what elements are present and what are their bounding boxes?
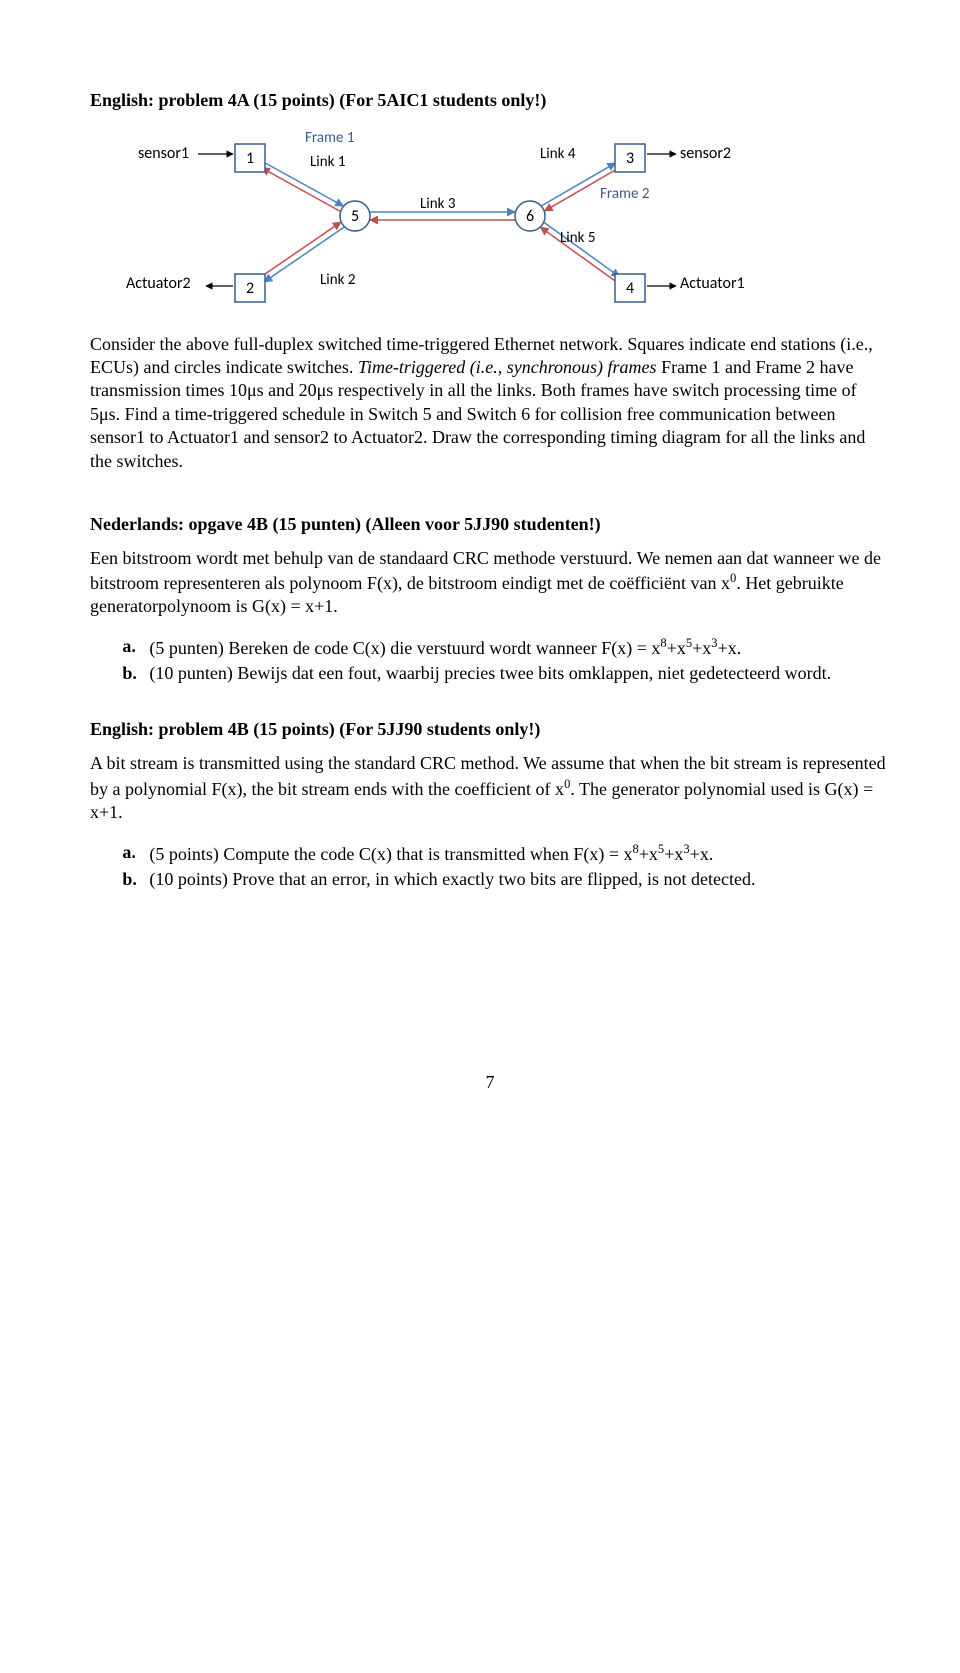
svg-text:4: 4 [626,279,634,298]
svg-text:Link 4: Link 4 [540,145,576,163]
svg-text:sensor2: sensor2 [680,144,731,163]
exp5b: 5 [658,842,664,856]
nl-a-pre: (5 punten) Bereken de code C(x) die vers… [149,638,660,658]
svg-text:Actuator2: Actuator2 [126,274,191,293]
svg-text:1: 1 [246,149,254,168]
list-body-b-en: (10 points) Prove that an error, in whic… [149,868,890,891]
network-diagram: sensor1 1 3 sensor2 5 6 Actuator2 2 4 Actuator1 F… [120,126,890,322]
list-label-b: b. [122,662,149,685]
svg-text:2: 2 [246,279,254,298]
para-4a-en: Consider the above full-duplex switched … [90,333,890,473]
heading-problem-4a-en: English: problem 4A (15 points) (For 5AI… [90,89,890,112]
svg-text:Link 5: Link 5 [560,229,595,247]
list-item: b. (10 points) Prove that an error, in w… [122,868,890,891]
svg-text:Link 3: Link 3 [420,195,456,213]
list-label-a: a. [122,635,149,660]
svg-text:Link 1: Link 1 [310,153,345,171]
para-4b-nl: Een bitstroom wordt met behulp van de st… [90,547,890,619]
en-a-pre: (5 points) Compute the code C(x) that is… [149,844,632,864]
svg-text:Actuator1: Actuator1 [680,274,745,293]
list-label-a-en: a. [122,841,149,866]
heading-problem-4b-nl: Nederlands: opgave 4B (15 punten) (Allee… [90,513,890,536]
svg-text:6: 6 [526,207,534,226]
heading-problem-4b-en: English: problem 4B (15 points) (For 5JJ… [90,718,890,741]
list-4b-nl: a. (5 punten) Bereken de code C(x) die v… [122,635,890,686]
list-4b-en: a. (5 points) Compute the code C(x) that… [122,841,890,892]
exp8b: 8 [632,842,638,856]
exp5: 5 [686,636,692,650]
svg-text:Link 2: Link 2 [320,271,355,289]
svg-text:5: 5 [351,207,359,226]
nl-a-post: +x. [718,638,742,658]
para-4a-en-italic: Time-triggered (i.e., synchronous) frame… [358,357,657,377]
para-4b-en: A bit stream is transmitted using the st… [90,752,890,824]
list-body-a-en: (5 points) Compute the code C(x) that is… [149,841,890,866]
list-body-a-nl: (5 punten) Bereken de code C(x) die vers… [149,635,890,660]
en-a-post: +x. [690,844,714,864]
svg-text:3: 3 [626,149,634,168]
list-label-b-en: b. [122,868,149,891]
list-item: a. (5 points) Compute the code C(x) that… [122,841,890,866]
svg-text:Frame 1: Frame 1 [305,129,354,147]
svg-text:Frame 2: Frame 2 [600,185,649,203]
page-number: 7 [90,1071,890,1094]
list-body-b-nl: (10 punten) Bewijs dat een fout, waarbij… [149,662,890,685]
list-item: b. (10 punten) Bewijs dat een fout, waar… [122,662,890,685]
svg-text:sensor1: sensor1 [138,144,189,163]
list-item: a. (5 punten) Bereken de code C(x) die v… [122,635,890,660]
exp8: 8 [660,636,666,650]
